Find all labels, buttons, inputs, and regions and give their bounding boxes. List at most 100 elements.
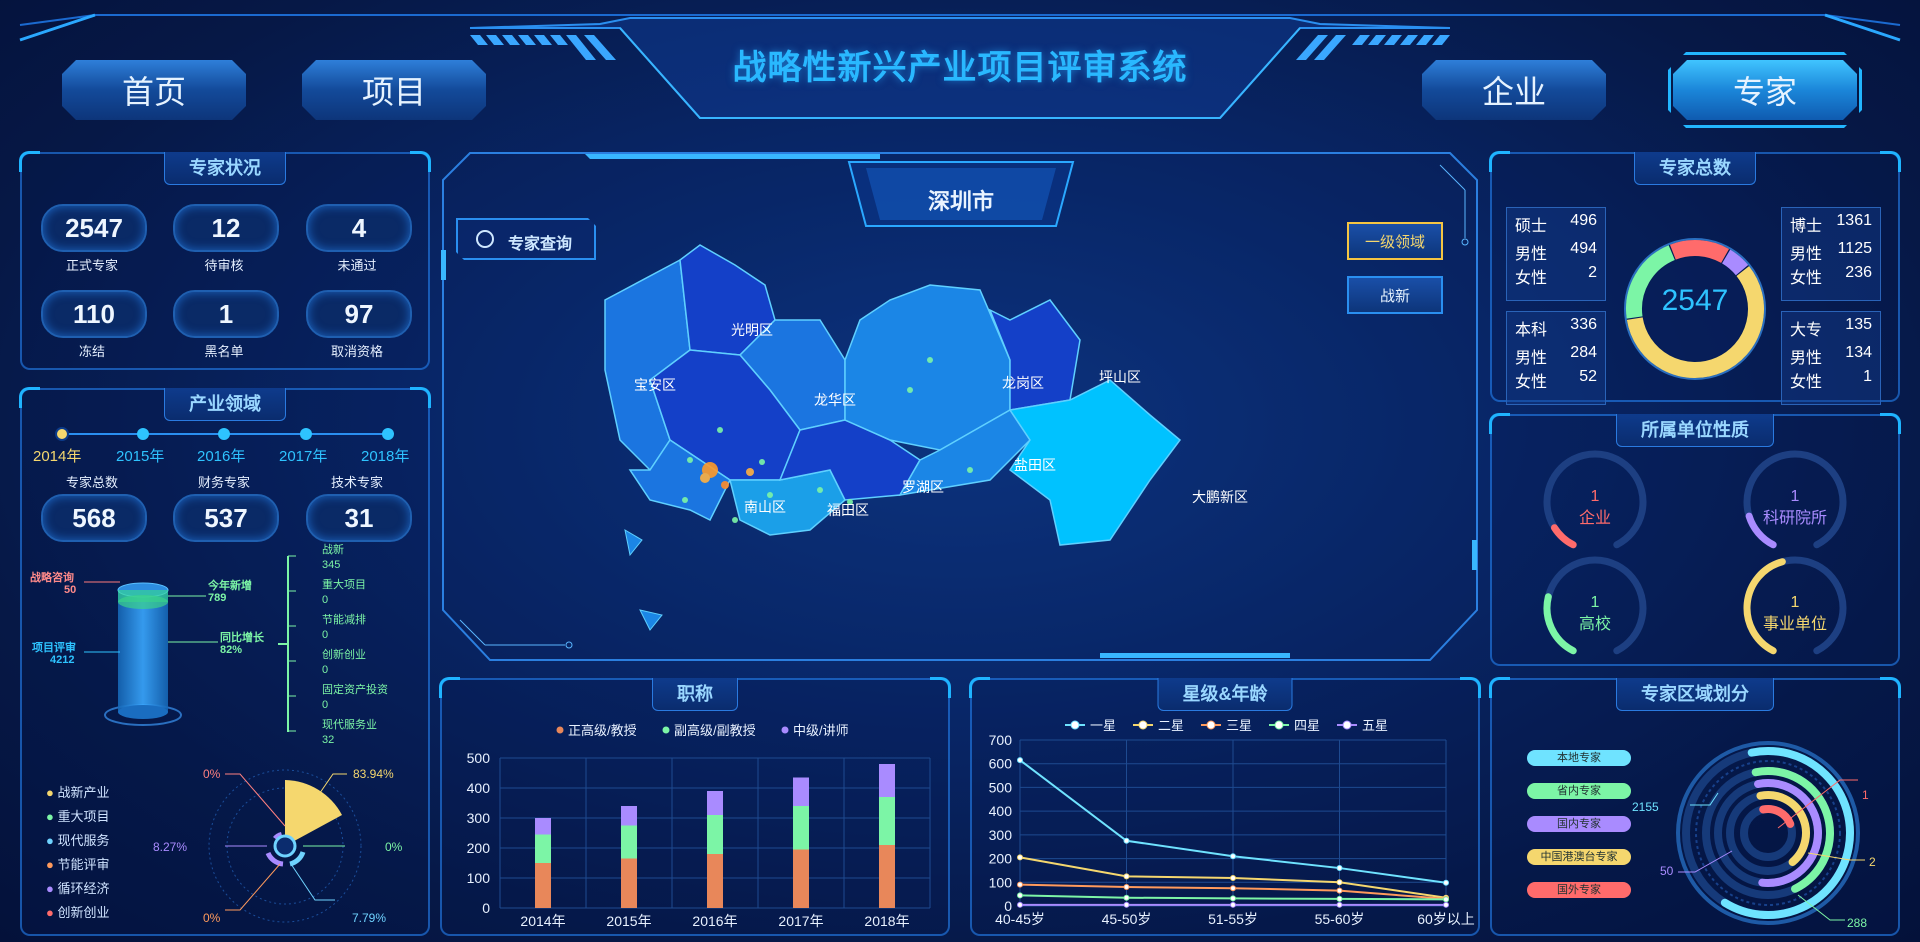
outer-ring (1676, 741, 1860, 925)
data-point (1336, 865, 1343, 872)
year-timeline (55, 427, 394, 441)
data-point (1017, 757, 1023, 764)
year-tab-2017[interactable]: 2017年 (279, 448, 328, 465)
map-district[interactable] (898, 409, 1031, 496)
data-point (1230, 853, 1236, 860)
region-label: 2 (1869, 855, 1876, 869)
y-tick-label: 400 (989, 803, 1013, 819)
counter-label: 财务专家 (197, 475, 250, 490)
expert-search-button[interactable]: 专家查询 (456, 218, 596, 260)
unit-gauge-text: 1 企业 (1578, 488, 1611, 527)
panel-title: 专家总数 (1634, 152, 1756, 185)
data-point (1230, 875, 1236, 882)
district-label: 龙华区 (814, 392, 856, 408)
year-tab-2018[interactable]: 2018年 (361, 448, 410, 465)
y-tick-label: 300 (467, 810, 491, 826)
header-frame (19, 13, 1901, 119)
legend-label: 一星 (1090, 718, 1116, 733)
inner-ring (1695, 760, 1841, 906)
region-legend-foreign[interactable]: 国外专家 (1527, 882, 1631, 898)
gauge-track (1543, 450, 1647, 549)
legend-label: 二星 (1158, 718, 1184, 733)
nav-enterprise-button[interactable]: 企业 (1422, 60, 1606, 120)
district-label: 南山区 (744, 499, 786, 515)
stat-value[interactable]: 12 (173, 204, 279, 252)
legend-marker (556, 726, 564, 734)
region-legend-domestic[interactable]: 国内专家 (1527, 816, 1631, 832)
x-tick-label: 55-60岁 (1315, 911, 1365, 927)
panel-title: 专家状况 (164, 152, 286, 185)
tree-item: 重大项目 0 (322, 579, 366, 606)
leader-line (1807, 852, 1865, 861)
region-label: 1 (1862, 788, 1869, 802)
x-tick-label: 2018年 (864, 913, 909, 929)
bar (793, 777, 809, 806)
year-tab-2016[interactable]: 2016年 (197, 448, 246, 465)
category-button[interactable]: 战新 (1347, 276, 1443, 314)
leader-line (1777, 779, 1858, 829)
legend-label: 副高级/副教授 (674, 723, 756, 738)
bar (707, 815, 723, 854)
rose-label: 8.27% (153, 840, 188, 854)
stat-value[interactable]: 1 (173, 290, 279, 338)
expert-total-value: 2547 (1661, 284, 1729, 317)
district-label: 罗湖区 (902, 479, 944, 495)
bar (879, 797, 895, 845)
nav-project-button[interactable]: 项目 (302, 60, 486, 120)
y-tick-label: 0 (1004, 898, 1012, 914)
bar (707, 791, 723, 815)
region-legend-province[interactable]: 省内专家 (1527, 783, 1631, 799)
stat-label: 未通过 (337, 258, 377, 273)
bar (535, 818, 551, 835)
cylinder-label-growth: 同比增长 82% (220, 632, 264, 656)
y-tick-label: 100 (467, 870, 491, 886)
stat-value[interactable]: 4 (306, 204, 412, 252)
data-point (1230, 895, 1236, 902)
unit-type-panel: 所属单位性质 (1489, 413, 1901, 666)
panel-title: 所属单位性质 (1616, 414, 1774, 447)
stat-value[interactable]: 110 (41, 290, 147, 338)
region-legend-local[interactable]: 本地专家 (1527, 750, 1631, 766)
x-tick-label: 51-55岁 (1208, 911, 1258, 927)
radial-bar (1759, 805, 1795, 828)
y-tick-label: 600 (989, 756, 1013, 772)
data-point (1336, 879, 1343, 886)
bar (621, 825, 637, 859)
stat-value[interactable]: 2547 (41, 204, 147, 252)
degree-box-college: 大专 135 男性 134 女性 1 (1781, 311, 1881, 405)
district-label: 福田区 (827, 502, 869, 518)
bar (621, 858, 637, 908)
search-label: 专家查询 (508, 236, 573, 253)
cylinder-label-consult: 战略咨询 50 (30, 572, 77, 596)
stat-label: 冻结 (78, 344, 105, 359)
legend-item: ● 循环经济 (46, 881, 110, 896)
legend-marker (1274, 720, 1284, 730)
map-district[interactable] (1008, 379, 1182, 546)
region-legend-hkmotw[interactable]: 中国港澳台专家 (1527, 849, 1631, 865)
degree-box-master: 硕士 496 男性 494 女性 2 (1506, 207, 1606, 301)
bar (879, 845, 895, 908)
legend-item: ● 创新创业 (46, 905, 110, 920)
unit-gauge-text: 1 科研院所 (1762, 488, 1827, 527)
nav-expert-button[interactable]: 专家 (1673, 60, 1857, 120)
data-point (1230, 901, 1236, 908)
year-tab-2014[interactable]: 2014年 (33, 448, 82, 465)
cylinder-chart (84, 555, 296, 732)
city-title: 深圳市 (927, 189, 994, 214)
counter-value: 537 (173, 494, 279, 542)
region-label: 288 (1847, 916, 1868, 930)
gauge-fill (1550, 524, 1577, 549)
radial-bar (1720, 747, 1854, 919)
level-domain-button[interactable]: 一级领域 (1347, 222, 1443, 260)
legend-marker (1138, 720, 1148, 730)
counter-label: 技术专家 (330, 475, 383, 490)
region-radial-chart (1676, 741, 1865, 925)
y-tick-label: 0 (482, 900, 490, 916)
district-label: 盐田区 (1014, 457, 1056, 473)
page-title: 战略性新兴产业项目评审系统 (732, 49, 1188, 87)
titles-bar-chart: 0 100 200 300 400 500 2014年 2015年 2016年 2017年 2018… (467, 723, 931, 929)
year-tab-2015[interactable]: 2015年 (116, 448, 165, 465)
stat-value[interactable]: 97 (306, 290, 412, 338)
nav-home-button[interactable]: 首页 (62, 60, 246, 120)
district-labels: 宝安区 光明区 龙华区 龙岗区 坪山区 盐田区 罗湖区 福田区 南山区 大鹏新区 (634, 322, 1248, 518)
